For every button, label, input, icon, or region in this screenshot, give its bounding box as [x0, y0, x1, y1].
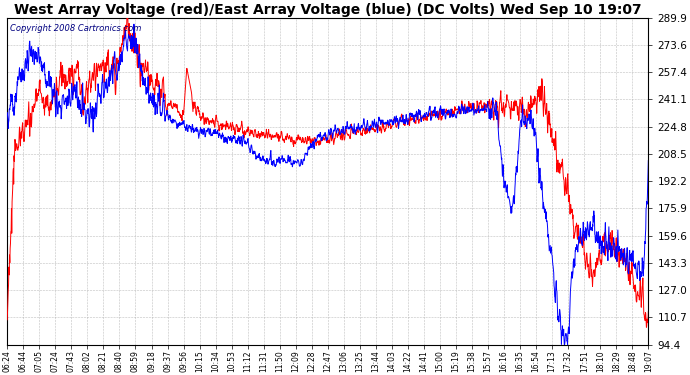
Text: Copyright 2008 Cartronics.com: Copyright 2008 Cartronics.com — [10, 24, 142, 33]
Title: West Array Voltage (red)/East Array Voltage (blue) (DC Volts) Wed Sep 10 19:07: West Array Voltage (red)/East Array Volt… — [14, 3, 642, 17]
